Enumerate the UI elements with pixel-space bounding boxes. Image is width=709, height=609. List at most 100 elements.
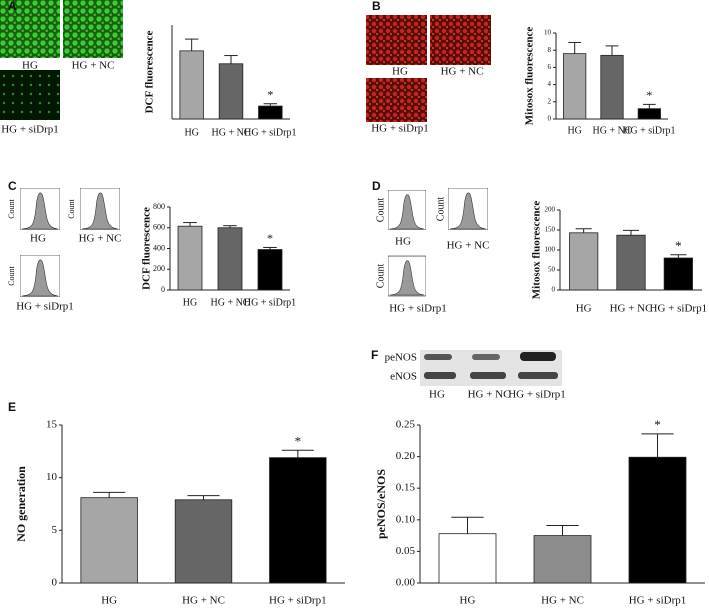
significance-marker: * [675,238,682,253]
y-tick-label: 0.20 [396,450,416,462]
bar [533,535,592,584]
y-tick-label: 800 [153,202,165,211]
histogram-axis-label: Count [375,198,386,223]
significance-marker: * [295,433,302,448]
bar [80,497,138,584]
panel-letter: E [8,400,16,414]
histogram [80,188,120,230]
x-tick-label: HG + siDrp1 [623,125,675,136]
blot-label: eNOS [390,371,417,383]
bar [179,50,204,120]
blot-band [520,352,556,361]
x-tick-label: HG + siDrp1 [244,297,296,308]
significance-marker: * [267,87,273,101]
y-tick-label: 0.10 [396,513,416,525]
bar [257,249,283,291]
micrograph [430,15,491,65]
bar [628,456,687,584]
y-axis-label: DCF fluorescence [144,30,156,113]
x-tick-label: HG [460,595,476,607]
histogram-axis-label: Count [435,197,446,222]
bar [258,105,283,120]
histogram [388,255,426,297]
blot-band [424,372,456,379]
image-label: HG [30,233,46,245]
bar [637,108,661,120]
bar [563,53,587,120]
histogram-axis-label: Count [7,265,16,285]
micrograph [366,78,427,122]
image-label: HG + siDrp1 [389,303,447,315]
y-tick-label: 0 [52,577,58,589]
y-tick-label: 0 [548,115,552,123]
x-tick-label: HG [576,303,592,315]
bar [177,225,203,291]
y-tick-label: 0.15 [396,482,416,494]
y-tick-label: 50 [548,266,556,274]
blot-label: peNOS [385,352,417,364]
x-tick-label: HG + siDrp1 [650,303,708,315]
x-tick-label: HG [567,125,581,136]
histogram-axis-label: Count [375,264,386,289]
bar [616,234,646,291]
significance-marker: * [654,417,661,432]
x-tick-label: HG + siDrp1 [629,595,687,607]
image-label: HG + siDrp1 [16,301,74,313]
histogram-axis-label: Count [67,198,76,218]
y-tick-label: 5 [52,524,58,536]
x-tick-label: HG + NC [541,595,584,607]
bar [217,227,243,291]
bar [174,499,233,584]
blot-band [518,372,558,379]
bar [438,533,497,584]
x-tick-label: HG [183,297,197,308]
y-tick-label: 100 [545,246,556,254]
image-label: HG + NC [72,60,115,72]
y-tick-label: 400 [153,243,165,252]
y-tick-label: 8 [548,46,552,54]
y-tick-label: 10 [544,29,552,37]
micrograph [0,70,60,120]
image-label: HG [395,236,411,248]
x-tick-label: HG + NC [593,125,632,136]
y-tick-label: 200 [153,264,165,273]
image-label: HG [392,66,408,78]
y-tick-label: 4 [548,80,552,88]
y-tick-label: 0.00 [396,577,416,589]
image-label: HG + NC [468,389,511,401]
micrograph [63,0,123,58]
y-tick-label: 0.05 [396,545,416,557]
image-label: HG + siDrp1 [371,123,429,135]
histogram [388,190,426,230]
panel-letter: C [8,179,17,193]
x-tick-label: HG + NC [610,303,653,315]
blot-band [470,372,506,379]
y-tick-label: 0 [161,285,165,294]
bar [218,63,244,120]
micrograph [366,15,427,65]
histogram [448,188,488,230]
panel-letter: F [371,348,378,362]
significance-marker: * [267,231,273,245]
image-label: HG + siDrp1 [508,389,566,401]
y-tick-label: 150 [545,226,556,234]
significance-marker: * [646,88,652,102]
image-label: HG + siDrp1 [1,124,59,136]
histogram [20,255,60,297]
micrograph [0,0,60,58]
x-tick-label: HG + siDrp1 [269,595,327,607]
image-label: HG [22,60,38,72]
y-tick-label: 0 [552,286,556,294]
y-tick-label: 600 [153,223,165,232]
histogram-axis-label: Count [7,198,16,218]
bar [663,257,693,291]
y-tick-label: 6 [548,63,552,71]
x-tick-label: HG [184,127,198,138]
image-label: HG [429,389,445,401]
panel-letter: A [8,0,17,13]
y-axis-label: peNOS/eNOS [374,469,388,539]
y-axis-label: NO generation [14,466,28,542]
bar [600,54,624,120]
